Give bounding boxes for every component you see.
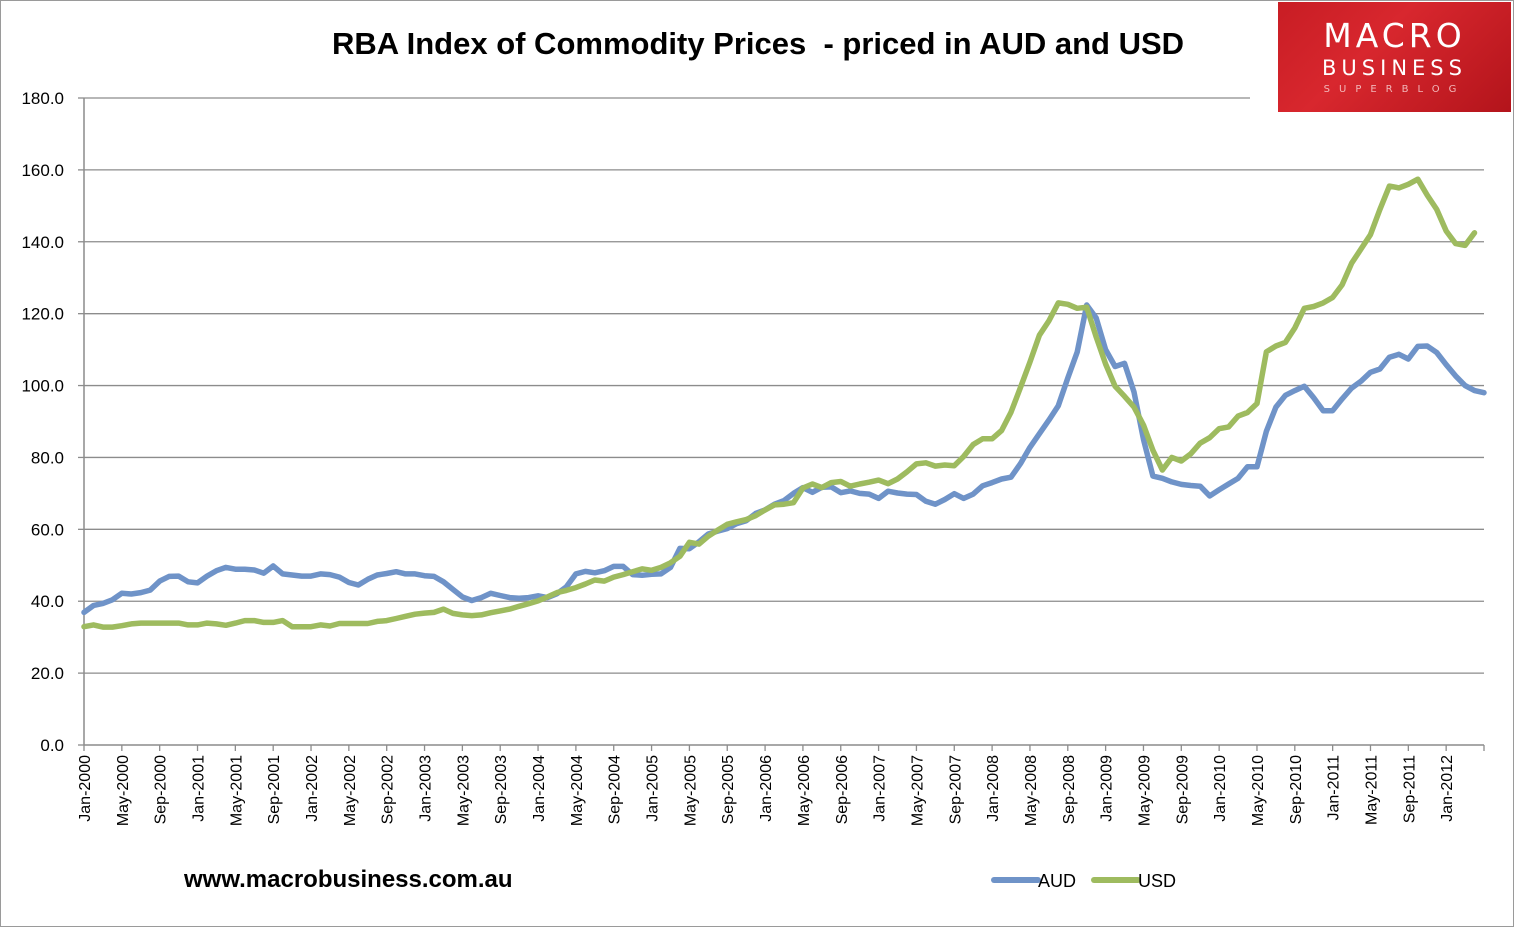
x-tick-label: May-2008 xyxy=(1023,755,1040,826)
x-tick-label: Sep-2002 xyxy=(380,755,397,824)
x-tick-label: May-2004 xyxy=(569,755,586,826)
website-url: www.macrobusiness.com.au xyxy=(184,866,513,893)
x-tick-label: Jan-2008 xyxy=(985,755,1002,822)
x-tick-label: Sep-2003 xyxy=(493,755,510,824)
x-tick-label: Sep-2001 xyxy=(266,755,283,824)
y-tick-label: 100.0 xyxy=(21,377,64,396)
x-tick-label: Jan-2000 xyxy=(77,755,94,822)
x-tick-label: Sep-2011 xyxy=(1401,755,1418,823)
y-tick-label: 180.0 xyxy=(21,89,64,108)
x-tick-label: Sep-2007 xyxy=(947,755,964,824)
x-tick-label: May-2005 xyxy=(682,755,699,826)
x-tick-label: Jan-2006 xyxy=(758,755,775,822)
x-tick-label: May-2009 xyxy=(1136,755,1153,826)
x-tick-label: May-2011 xyxy=(1363,755,1380,825)
y-tick-label: 80.0 xyxy=(31,448,64,467)
logo-line-business: BUSINESS xyxy=(1322,56,1467,80)
x-tick-label: Jan-2012 xyxy=(1439,755,1456,822)
x-tick-label: May-2007 xyxy=(909,755,926,826)
macrobusiness-logo: MACRO BUSINESS SUPERBLOG xyxy=(1278,2,1511,112)
x-tick-label: Jan-2004 xyxy=(531,755,548,822)
x-tick-label: Sep-2008 xyxy=(1061,755,1078,824)
x-tick-label: Jan-2010 xyxy=(1212,755,1229,822)
y-tick-label: 20.0 xyxy=(31,664,64,683)
x-tick-label: Jan-2002 xyxy=(304,755,321,822)
y-tick-label: 140.0 xyxy=(21,233,64,252)
chart-title: RBA Index of Commodity Prices - priced i… xyxy=(331,26,1185,61)
x-tick-label: Jan-2005 xyxy=(645,755,662,822)
x-tick-label: May-2000 xyxy=(115,755,132,826)
x-tick-label: Sep-2005 xyxy=(720,755,737,824)
x-tick-label: May-2002 xyxy=(342,755,359,826)
y-tick-label: 160.0 xyxy=(21,161,64,180)
x-tick-label: May-2010 xyxy=(1250,755,1267,826)
x-tick-label: Sep-2006 xyxy=(834,755,851,824)
x-tick-label: Sep-2000 xyxy=(153,755,170,824)
y-tick-label: 60.0 xyxy=(31,520,64,539)
legend-label-usd: USD xyxy=(1138,871,1176,891)
x-tick-label: Jan-2001 xyxy=(191,755,208,822)
x-tick-label: Sep-2009 xyxy=(1174,755,1191,824)
x-tick-label: Jan-2003 xyxy=(418,755,435,822)
series-line-usd xyxy=(81,176,1478,630)
x-tick-label: Sep-2010 xyxy=(1288,755,1305,824)
logo-line-macro: MACRO xyxy=(1323,16,1466,55)
x-tick-label: Jan-2011 xyxy=(1326,755,1343,821)
y-tick-label: 0.0 xyxy=(40,736,64,755)
logo-line-superblog: SUPERBLOG xyxy=(1323,84,1466,95)
x-tick-label: May-2006 xyxy=(796,755,813,826)
x-tick-label: Jan-2009 xyxy=(1099,755,1116,822)
x-tick-label: Sep-2004 xyxy=(607,755,624,824)
y-tick-label: 120.0 xyxy=(21,305,64,324)
series-line-aud xyxy=(81,302,1487,616)
y-tick-label: 40.0 xyxy=(31,592,64,611)
x-tick-label: Jan-2007 xyxy=(872,755,889,822)
x-tick-label: May-2003 xyxy=(455,755,472,826)
x-tick-label: May-2001 xyxy=(228,755,245,826)
legend-label-aud: AUD xyxy=(1038,871,1076,891)
